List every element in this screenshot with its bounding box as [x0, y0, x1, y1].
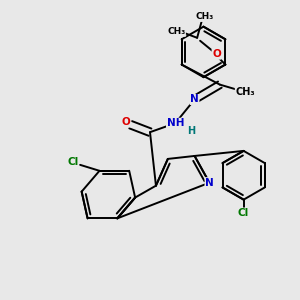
Text: O: O	[122, 117, 130, 127]
Text: H: H	[188, 126, 196, 136]
Text: CH₃: CH₃	[235, 87, 255, 97]
Text: N: N	[190, 94, 199, 104]
Text: CH₃: CH₃	[167, 27, 185, 36]
Text: NH: NH	[167, 118, 184, 128]
Text: CH₃: CH₃	[195, 13, 214, 22]
Text: N: N	[205, 178, 214, 188]
Text: O: O	[212, 49, 221, 59]
Text: Cl: Cl	[238, 208, 249, 218]
Text: Cl: Cl	[67, 157, 78, 167]
